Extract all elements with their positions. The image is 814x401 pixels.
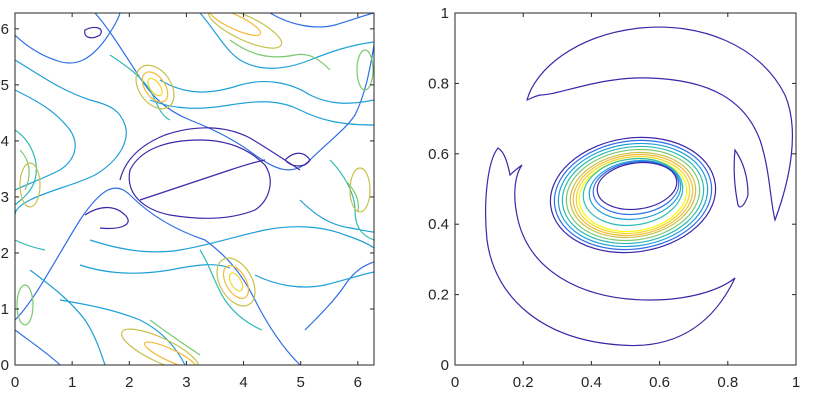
left-y-tick-label: 6 xyxy=(1,21,9,38)
contour-line xyxy=(16,284,34,326)
contour-line xyxy=(569,151,697,239)
left-y-tick-label: 3 xyxy=(1,189,9,206)
contour-line xyxy=(254,271,374,288)
contour-line xyxy=(149,319,201,356)
contour-line xyxy=(572,153,694,237)
contour-line xyxy=(15,239,46,251)
contour-line xyxy=(199,249,263,331)
contour-line xyxy=(557,142,709,248)
contour-line xyxy=(269,13,374,28)
contour-line xyxy=(147,77,163,97)
contour-line xyxy=(228,272,244,292)
left-y-tick-label: 2 xyxy=(1,245,9,262)
right-y-tick-label: 0.4 xyxy=(428,216,449,233)
contour-line xyxy=(15,13,121,64)
contour-line xyxy=(15,187,301,365)
right-x-tick-label: 0 xyxy=(451,374,459,391)
right-x-tick-label: 1 xyxy=(792,374,800,391)
left-y-tick-label: 4 xyxy=(1,133,9,150)
left-contour-lines xyxy=(15,13,374,365)
contour-line xyxy=(344,179,360,213)
contour-line xyxy=(15,129,37,206)
left-x-tick-label: 0 xyxy=(11,374,19,391)
left-y-tick-label: 0 xyxy=(1,357,9,374)
contour-line xyxy=(592,160,680,216)
contour-line xyxy=(139,159,266,201)
contour-line xyxy=(349,167,371,213)
contour-line xyxy=(565,148,701,242)
contour-line xyxy=(199,13,374,69)
left-x-tick-label: 2 xyxy=(125,374,133,391)
contour-line xyxy=(84,26,102,39)
contour-line xyxy=(216,257,256,307)
contour-line xyxy=(159,79,374,104)
contour-line xyxy=(89,226,374,253)
right-contour-lines xyxy=(485,26,794,347)
contour-line xyxy=(120,328,200,365)
left-y-tick-label: 1 xyxy=(1,301,9,318)
contour-line xyxy=(149,99,374,126)
contour-line xyxy=(356,49,374,91)
contour-line xyxy=(94,13,374,171)
right-plot-frame xyxy=(454,12,797,366)
contour-line xyxy=(284,152,311,167)
contour-line xyxy=(109,54,171,121)
contour-line xyxy=(208,13,262,37)
right-x-tick-label: 0.4 xyxy=(581,374,602,391)
contour-line xyxy=(582,157,684,227)
right-y-tick-label: 1 xyxy=(441,5,449,22)
contour-line xyxy=(79,264,231,274)
contour-line xyxy=(229,39,331,71)
right-x-tick-label: 0.2 xyxy=(513,374,534,391)
contour-line xyxy=(84,206,129,230)
right-y-tick-label: 0.6 xyxy=(428,146,449,163)
contour-line xyxy=(485,147,736,347)
right-axis-ticks: 0 0.2 0.4 0.6 0.8 1 0 0.2 0.4 0.6 0.8 1 xyxy=(428,5,800,391)
contour-line xyxy=(561,145,705,245)
contour-line xyxy=(733,148,749,208)
left-x-tick-label: 5 xyxy=(297,374,305,391)
contour-line xyxy=(207,13,283,49)
contour-line xyxy=(222,265,250,299)
left-x-tick-label: 1 xyxy=(68,374,76,391)
right-y-tick-label: 0 xyxy=(441,357,449,374)
contour-line xyxy=(29,269,106,365)
contour-line xyxy=(15,59,127,216)
right-contour-plot: 0 0.2 0.4 0.6 0.8 1 0 0.2 0.4 0.6 0.8 1 xyxy=(428,5,800,391)
right-x-tick-label: 0.6 xyxy=(649,374,670,391)
contour-line xyxy=(19,149,30,191)
left-plot-frame xyxy=(14,12,375,366)
contour-line xyxy=(119,127,301,181)
contour-line xyxy=(141,71,169,103)
left-axis-ticks: 0 1 2 3 4 5 6 0 1 2 3 4 5 6 xyxy=(1,13,374,391)
contour-line xyxy=(526,26,794,223)
contour-line xyxy=(19,162,41,208)
right-y-tick-label: 0.8 xyxy=(428,75,449,92)
right-x-tick-label: 0.8 xyxy=(717,374,738,391)
contour-line xyxy=(59,299,186,365)
contour-line xyxy=(575,155,691,235)
left-y-tick-label: 5 xyxy=(1,77,9,94)
left-contour-plot: 0 1 2 3 4 5 6 0 1 2 3 4 5 6 xyxy=(1,12,375,391)
contour-line xyxy=(299,199,374,233)
contour-line xyxy=(135,64,175,110)
left-x-tick-label: 6 xyxy=(354,374,362,391)
left-x-tick-label: 4 xyxy=(239,374,247,391)
contour-line xyxy=(128,139,271,219)
right-y-tick-label: 0.2 xyxy=(428,287,449,304)
left-x-tick-label: 3 xyxy=(182,374,190,391)
contour-line xyxy=(304,261,374,331)
contour-line xyxy=(588,159,682,221)
contour-line xyxy=(15,329,61,365)
contour-line xyxy=(143,341,197,365)
contour-line xyxy=(15,89,76,191)
contour-line xyxy=(553,139,713,251)
contour-line xyxy=(596,161,678,211)
contour-line xyxy=(549,136,717,254)
